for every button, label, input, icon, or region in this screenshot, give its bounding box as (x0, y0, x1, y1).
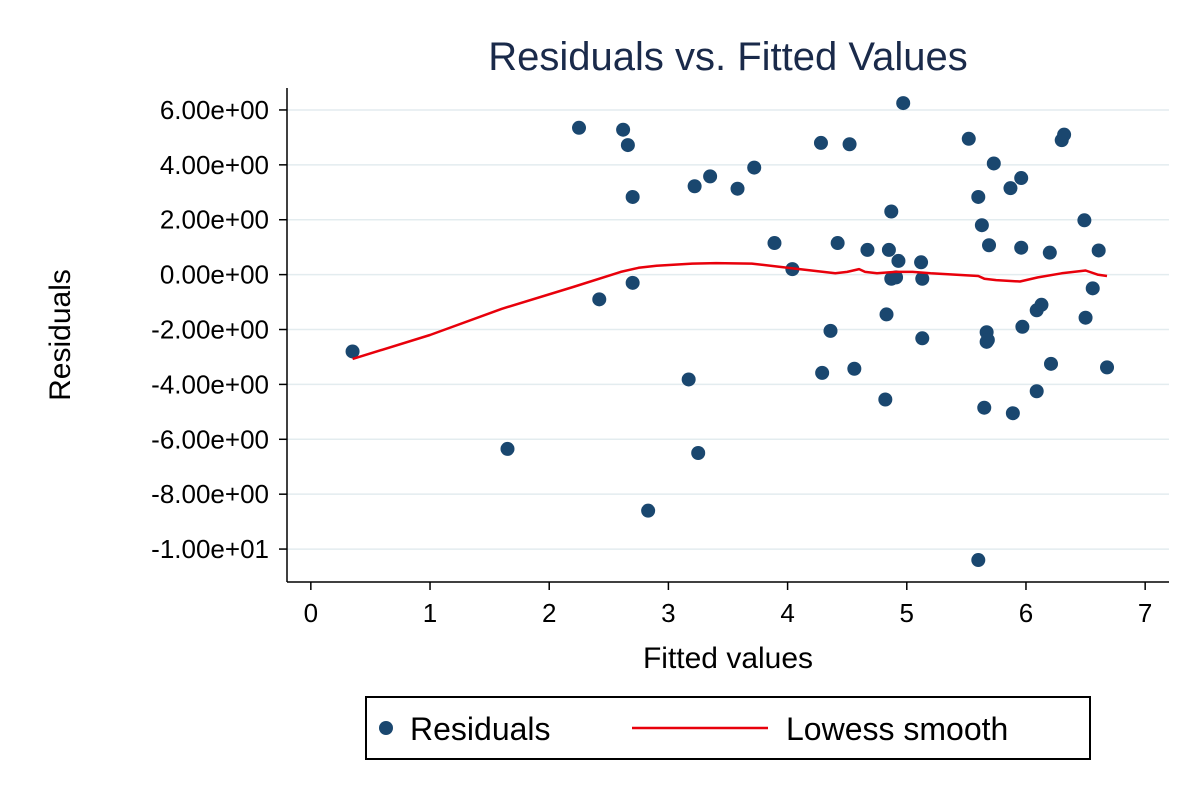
residual-point (625, 189, 640, 204)
x-tick-label: 5 (900, 598, 914, 628)
y-tick-label: 2.00e+00 (160, 205, 269, 235)
grid-lines (287, 109, 1169, 550)
residual-point (1057, 127, 1072, 142)
lowess-smooth-line (352, 261, 1108, 361)
residual-point (977, 400, 992, 415)
residual-point (747, 160, 762, 175)
y-axis-title: Residuals (44, 269, 77, 401)
y-tick-label: 4.00e+00 (160, 150, 269, 180)
residual-point (1042, 245, 1057, 260)
residual-point (884, 204, 899, 219)
residual-point (500, 441, 515, 456)
residual-point (572, 120, 587, 135)
residual-point (847, 361, 862, 376)
residual-point (813, 135, 828, 150)
residual-point (730, 181, 745, 196)
residual-point (625, 275, 640, 290)
residual-point (1014, 171, 1029, 186)
x-tick-labels: 0 1 2 3 4 5 6 7 (304, 598, 1153, 628)
residual-point (345, 344, 360, 359)
residual-point (896, 96, 911, 111)
x-tick-label: 6 (1019, 598, 1033, 628)
x-tick-label: 7 (1138, 598, 1152, 628)
chart-title: Residuals vs. Fitted Values (488, 35, 967, 79)
residual-point (703, 169, 718, 184)
residual-point (915, 271, 930, 286)
y-tick-labels: 6.00e+00 4.00e+00 2.00e+00 0.00e+00 -2.00e+0… (151, 95, 269, 564)
residual-point (860, 242, 875, 257)
residual-point (1029, 384, 1044, 399)
residual-point (620, 138, 635, 153)
residual-point (1005, 406, 1020, 421)
residual-point (1015, 319, 1030, 334)
axes (279, 88, 1169, 590)
residual-point (878, 392, 893, 407)
residual-point (1085, 281, 1100, 296)
residual-point (1091, 243, 1106, 258)
residual-point (823, 323, 838, 338)
residual-point (767, 236, 782, 251)
legend-label-lowess: Lowess smooth (786, 711, 1008, 747)
residual-point (891, 253, 906, 268)
legend-marker-residuals (379, 721, 393, 735)
residual-point (616, 122, 631, 137)
residual-point (982, 238, 997, 253)
residual-point (641, 503, 656, 518)
residual-point (986, 156, 1001, 171)
residual-point (974, 218, 989, 233)
y-tick-label: -2.00e+00 (151, 315, 269, 345)
residual-point (687, 179, 702, 194)
residual-points (345, 96, 1115, 568)
residual-point (971, 553, 986, 568)
residual-point (691, 446, 706, 461)
y-tick-label: -4.00e+00 (151, 369, 269, 399)
x-tick-label: 1 (423, 598, 437, 628)
residual-point (914, 255, 929, 270)
y-tick-label: -6.00e+00 (151, 424, 269, 454)
x-tick-label: 2 (542, 598, 556, 628)
residual-point (830, 236, 845, 251)
residual-point (815, 365, 830, 380)
residual-point (681, 372, 696, 387)
x-axis-title: Fitted values (643, 642, 813, 675)
residual-point (1077, 213, 1092, 228)
x-tick-label: 4 (780, 598, 794, 628)
legend-label-residuals: Residuals (410, 711, 551, 747)
residual-point (1044, 356, 1059, 371)
residual-point (1034, 297, 1049, 312)
residual-point (879, 307, 894, 322)
residual-point (881, 242, 896, 257)
legend: Residuals Lowess smooth (365, 696, 1091, 760)
residual-point (980, 332, 995, 347)
residual-point (1014, 240, 1029, 255)
residual-point (889, 270, 904, 285)
y-tick-label: -8.00e+00 (151, 479, 269, 509)
residual-point (915, 331, 930, 346)
lowess-line-layer (352, 261, 1108, 361)
residual-point (961, 131, 976, 146)
y-tick-label: 0.00e+00 (160, 260, 269, 290)
x-tick-label: 0 (304, 598, 318, 628)
residual-point (592, 292, 607, 307)
residual-point (842, 137, 857, 152)
residual-point (1078, 310, 1093, 325)
residual-point (1100, 360, 1115, 375)
residual-point (1003, 181, 1018, 196)
y-tick-label: -1.00e+01 (151, 534, 269, 564)
residual-point (971, 189, 986, 204)
x-tick-label: 3 (661, 598, 675, 628)
y-tick-label: 6.00e+00 (160, 95, 269, 125)
